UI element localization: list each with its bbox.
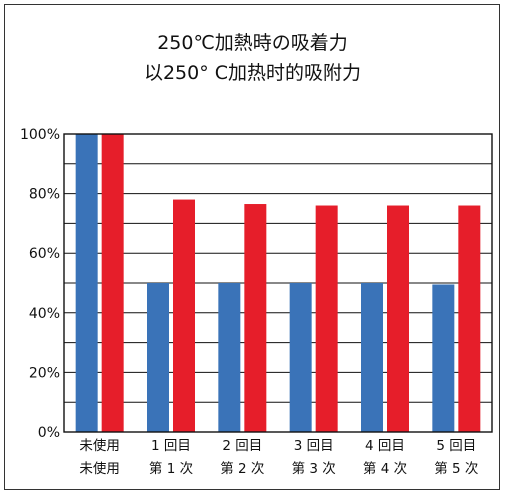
x-tick-label: 第 4 次 [363,460,407,477]
y-tick-label: 80% [29,187,60,203]
x-tick-label: 1 回目 [151,438,191,454]
y-tick-label: 0% [38,425,60,441]
chart-subtitle: 以250° C加热时的吸附力 [143,62,362,84]
x-tick-label: 第 5 次 [434,460,478,477]
chart-title: 250℃加熱時の吸着力 [157,32,348,54]
bar [173,199,195,432]
bar [75,134,98,432]
y-axis: 0% 20% 40% 60% 80% 100% [20,127,60,441]
y-tick-label: 40% [29,306,60,322]
bar [244,204,267,432]
bar [458,205,481,432]
x-tick-label: 未使用 [79,460,120,477]
x-tick-label: 第 1 次 [149,460,193,477]
bars [75,134,481,432]
bar [101,134,124,432]
bar [147,283,169,432]
plot-border [63,133,493,433]
gridlines [64,163,492,403]
x-tick-label: 5 回目 [436,438,476,454]
y-tick-label: 100% [20,127,60,143]
plot-area [63,133,493,433]
bar [432,284,455,432]
bar [218,283,241,432]
chart-titles: 250℃加熱時の吸着力 以250° C加热时的吸附力 [0,28,505,88]
x-tick-label: 未使用 [79,437,120,454]
x-tick-label: 4 回目 [365,438,405,454]
x-tick-label: 2 回目 [222,438,262,454]
y-tick-label: 20% [29,365,60,381]
x-tick-label: 第 2 次 [220,460,264,477]
bar [315,205,338,432]
bar [361,283,383,432]
bar [387,205,409,432]
bar [289,283,312,432]
x-tick-label: 第 3 次 [292,460,336,477]
x-tick-label: 3 回目 [294,438,334,454]
y-tick-label: 60% [29,246,60,262]
